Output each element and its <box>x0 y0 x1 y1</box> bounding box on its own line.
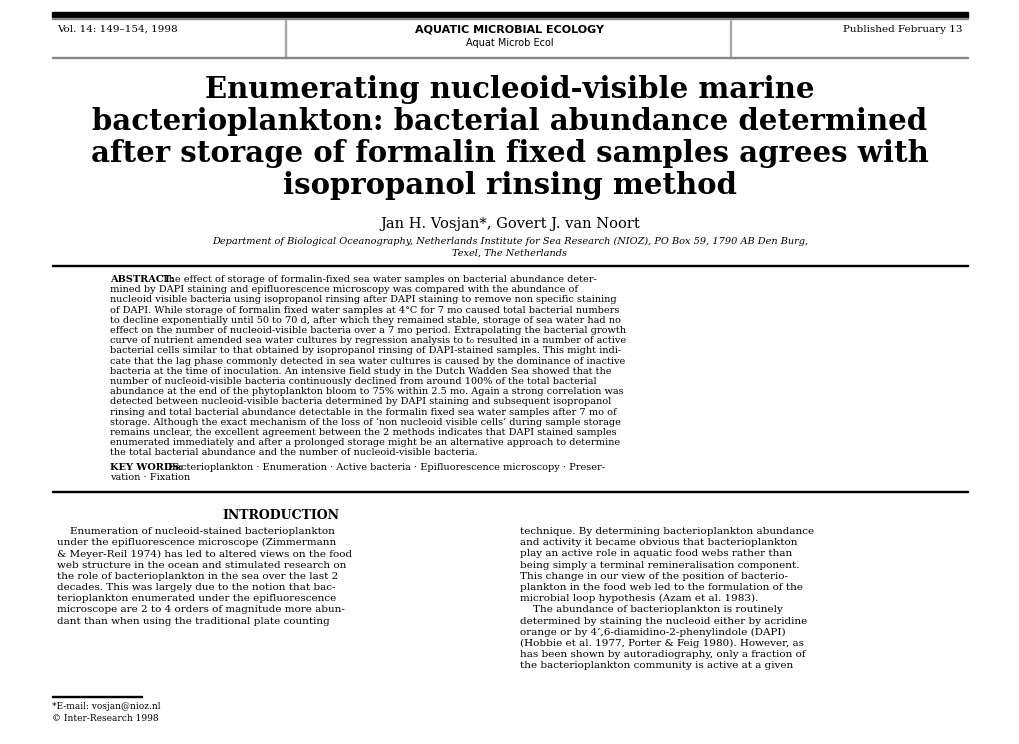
Bar <box>52 696 142 697</box>
Text: INTRODUCTION: INTRODUCTION <box>222 509 339 522</box>
Text: and activity it became obvious that bacterioplankton: and activity it became obvious that bact… <box>520 538 797 547</box>
Text: isopropanol rinsing method: isopropanol rinsing method <box>283 171 736 200</box>
Text: under the epifluorescence microscope (Zimmermann: under the epifluorescence microscope (Zi… <box>57 538 336 548</box>
Text: orange or by 4’,6-diamidino-2-phenylindole (DAPI): orange or by 4’,6-diamidino-2-phenylindo… <box>520 628 785 637</box>
Text: ABSTRACT:: ABSTRACT: <box>110 275 174 284</box>
Text: to decline exponentially until 50 to 70 d, after which they remained stable, sto: to decline exponentially until 50 to 70 … <box>110 315 621 325</box>
Text: Enumeration of nucleoid-stained bacterioplankton: Enumeration of nucleoid-stained bacterio… <box>57 527 334 536</box>
Text: decades. This was largely due to the notion that bac-: decades. This was largely due to the not… <box>57 583 335 592</box>
Text: rinsing and total bacterial abundance detectable in the formalin fixed sea water: rinsing and total bacterial abundance de… <box>110 408 616 417</box>
Text: The effect of storage of formalin-fixed sea water samples on bacterial abundance: The effect of storage of formalin-fixed … <box>162 275 596 284</box>
Text: & Meyer-Reil 1974) has led to altered views on the food: & Meyer-Reil 1974) has led to altered vi… <box>57 549 352 559</box>
Bar <box>52 491 967 492</box>
Text: KEY WORDS:: KEY WORDS: <box>110 463 182 472</box>
Text: detected between nucleoid-visible bacteria determined by DAPI staining and subse: detected between nucleoid-visible bacter… <box>110 397 610 406</box>
Text: technique. By determining bacterioplankton abundance: technique. By determining bacterioplankt… <box>520 527 813 536</box>
Text: bacterial cells similar to that obtained by isopropanol rinsing of DAPI-stained : bacterial cells similar to that obtained… <box>110 347 621 356</box>
Text: the bacterioplankton community is active at a given: the bacterioplankton community is active… <box>520 661 793 670</box>
Text: microbial loop hypothesis (Azam et al. 1983).: microbial loop hypothesis (Azam et al. 1… <box>520 594 758 603</box>
Text: Jan H. Vosjan*, Govert J. van Noort: Jan H. Vosjan*, Govert J. van Noort <box>380 217 639 231</box>
Text: storage. Although the exact mechanism of the loss of ‘non nucleoid visible cells: storage. Although the exact mechanism of… <box>110 418 621 427</box>
Text: This change in our view of the position of bacterio-: This change in our view of the position … <box>520 572 788 581</box>
Text: *E-mail: vosjan@nioz.nl: *E-mail: vosjan@nioz.nl <box>52 702 160 711</box>
Text: vation · Fixation: vation · Fixation <box>110 472 190 482</box>
Text: Published February 13: Published February 13 <box>843 25 962 34</box>
Bar <box>52 18 967 19</box>
Text: has been shown by autoradiography, only a fraction of: has been shown by autoradiography, only … <box>520 650 805 659</box>
Text: microscope are 2 to 4 orders of magnitude more abun-: microscope are 2 to 4 orders of magnitud… <box>57 606 344 615</box>
Text: being simply a terminal remineralisation component.: being simply a terminal remineralisation… <box>520 560 799 570</box>
Text: The abundance of bacterioplankton is routinely: The abundance of bacterioplankton is rou… <box>520 606 783 615</box>
Text: Aquat Microb Ecol: Aquat Microb Ecol <box>466 38 553 48</box>
Text: web structure in the ocean and stimulated research on: web structure in the ocean and stimulate… <box>57 560 346 570</box>
Text: dant than when using the traditional plate counting: dant than when using the traditional pla… <box>57 617 329 626</box>
Text: terioplankton enumerated under the epifluorescence: terioplankton enumerated under the epifl… <box>57 594 336 603</box>
Bar <box>52 57 967 58</box>
Text: effect on the number of nucleoid-visible bacteria over a 7 mo period. Extrapolat: effect on the number of nucleoid-visible… <box>110 326 626 335</box>
Text: of DAPI. While storage of formalin fixed water samples at 4°C for 7 mo caused to: of DAPI. While storage of formalin fixed… <box>110 306 619 315</box>
Text: Vol. 14: 149–154, 1998: Vol. 14: 149–154, 1998 <box>57 25 177 34</box>
Text: bacterioplankton: bacterial abundance determined: bacterioplankton: bacterial abundance de… <box>93 107 926 136</box>
Text: enumerated immediately and after a prolonged storage might be an alternative app: enumerated immediately and after a prolo… <box>110 438 620 447</box>
Text: the role of bacterioplankton in the sea over the last 2: the role of bacterioplankton in the sea … <box>57 572 338 581</box>
Text: number of nucleoid-visible bacteria continuously declined from around 100% of th: number of nucleoid-visible bacteria cont… <box>110 377 596 386</box>
Bar <box>52 12 967 17</box>
Text: the total bacterial abundance and the number of nucleoid-visible bacteria.: the total bacterial abundance and the nu… <box>110 449 477 458</box>
Text: abundance at the end of the phytoplankton bloom to 75% within 2.5 mo. Again a st: abundance at the end of the phytoplankto… <box>110 387 623 397</box>
Text: curve of nutrient amended sea water cultures by regression analysis to t₀ result: curve of nutrient amended sea water cult… <box>110 336 626 345</box>
Text: plankton in the food web led to the formulation of the: plankton in the food web led to the form… <box>520 583 802 592</box>
Text: nucleoid visible bacteria using isopropanol rinsing after DAPI staining to remov: nucleoid visible bacteria using isopropa… <box>110 295 616 304</box>
Bar <box>52 265 967 266</box>
Text: bacteria at the time of inoculation. An intensive field study in the Dutch Wadde: bacteria at the time of inoculation. An … <box>110 367 611 376</box>
Text: after storage of formalin fixed samples agrees with: after storage of formalin fixed samples … <box>91 139 928 168</box>
Text: determined by staining the nucleoid either by acridine: determined by staining the nucleoid eith… <box>520 617 806 626</box>
Text: Department of Biological Oceanography, Netherlands Institute for Sea Research (N: Department of Biological Oceanography, N… <box>212 237 807 246</box>
Text: Bacterioplankton · Enumeration · Active bacteria · Epifluorescence microscopy · : Bacterioplankton · Enumeration · Active … <box>168 463 604 472</box>
Text: cate that the lag phase commonly detected in sea water cultures is caused by the: cate that the lag phase commonly detecte… <box>110 356 625 365</box>
Text: © Inter-Research 1998: © Inter-Research 1998 <box>52 714 159 723</box>
Text: AQUATIC MICROBIAL ECOLOGY: AQUATIC MICROBIAL ECOLOGY <box>415 25 604 35</box>
Text: Enumerating nucleoid-visible marine: Enumerating nucleoid-visible marine <box>205 75 814 104</box>
Text: remains unclear, the excellent agreement between the 2 methods indicates that DA: remains unclear, the excellent agreement… <box>110 428 616 437</box>
Text: (Hobbie et al. 1977, Porter & Feig 1980). However, as: (Hobbie et al. 1977, Porter & Feig 1980)… <box>520 639 803 648</box>
Text: Texel, The Netherlands: Texel, The Netherlands <box>452 249 567 258</box>
Text: play an active role in aquatic food webs rather than: play an active role in aquatic food webs… <box>520 549 792 559</box>
Text: mined by DAPI staining and epifluorescence microscopy was compared with the abun: mined by DAPI staining and epifluorescen… <box>110 285 578 294</box>
